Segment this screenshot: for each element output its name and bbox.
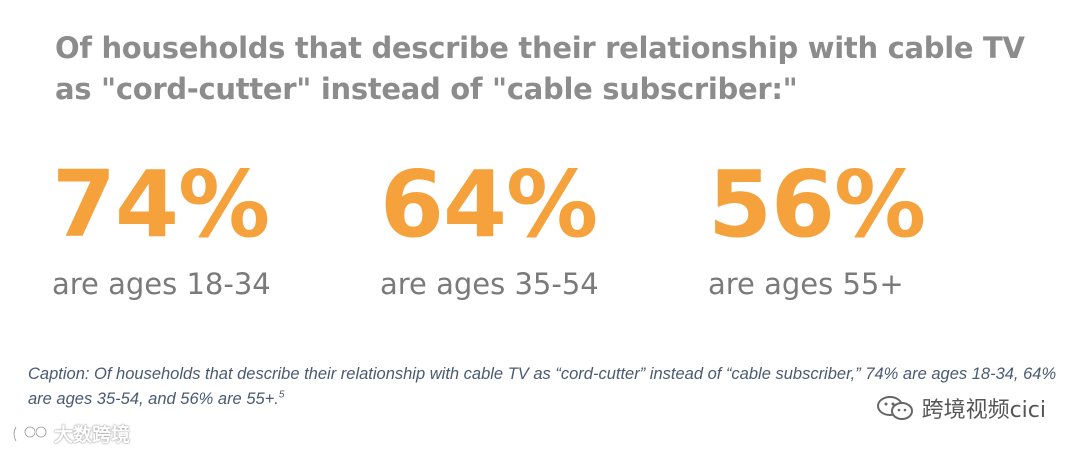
caption-footnote: 5 <box>278 389 285 401</box>
brand-watermark-text: 大数跨境 <box>54 424 131 446</box>
caption: Caption: Of households that describe the… <box>28 362 1058 412</box>
stat-block-35-54: 64% are ages 35-54 <box>380 150 680 304</box>
headline: Of households that describe their relati… <box>55 28 1045 110</box>
stat-label: are ages 18-34 <box>52 267 271 301</box>
wechat-watermark-text: 跨境视频cici <box>921 398 1046 423</box>
wechat-icon <box>876 395 916 421</box>
wechat-watermark: 跨境视频cici <box>876 392 1046 424</box>
stat-block-18-34: 74% are ages 18-34 <box>52 150 352 304</box>
stat-value: 64% <box>380 151 598 258</box>
stat-value: 56% <box>708 151 926 258</box>
stat-block-55-plus: 56% are ages 55+ <box>708 150 1008 304</box>
logo-icon <box>10 423 50 445</box>
brand-watermark: 大数跨境 <box>10 420 130 447</box>
headline-line-2: as "cord-cutter" instead of "cable subsc… <box>55 72 798 106</box>
caption-text: Caption: Of households that describe the… <box>28 365 1057 408</box>
stat-label: are ages 55+ <box>708 267 904 301</box>
headline-line-1: Of households that describe their relati… <box>55 31 1025 65</box>
stat-label: are ages 35-54 <box>380 267 599 301</box>
stat-value: 74% <box>52 151 270 258</box>
